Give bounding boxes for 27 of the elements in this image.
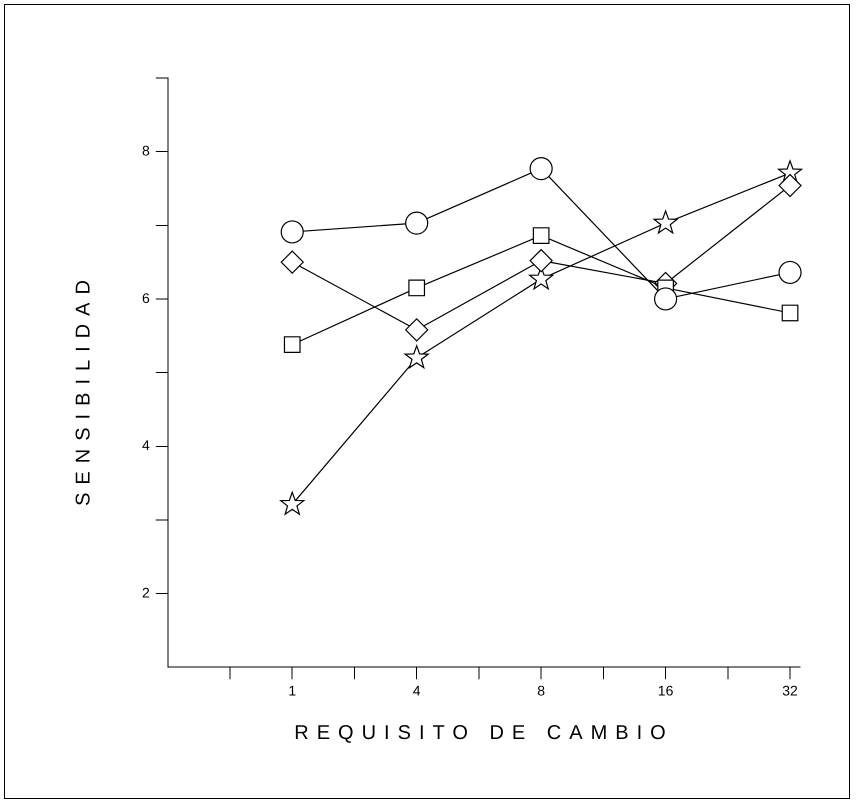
- point: [532, 227, 550, 244]
- y-tick-label: 8: [142, 142, 150, 159]
- x-tick-label: 32: [782, 682, 798, 698]
- point: [654, 287, 678, 311]
- y-axis-title: SENSIBILIDAD: [72, 272, 96, 506]
- point: [280, 250, 304, 274]
- point: [404, 345, 429, 368]
- x-tick-label: 16: [658, 682, 674, 698]
- point: [280, 220, 304, 244]
- x-tick-label: 4: [412, 682, 421, 698]
- point: [405, 318, 428, 342]
- point: [284, 336, 301, 353]
- point: [405, 211, 428, 235]
- point: [782, 304, 798, 322]
- y-tick-label: 2: [142, 584, 150, 600]
- point: [530, 249, 553, 272]
- point: [408, 280, 426, 296]
- point: [778, 260, 802, 284]
- x-axis-title: REQUISITO DE CAMBIO: [293, 722, 675, 745]
- point: [778, 174, 802, 198]
- point: [280, 492, 304, 515]
- y-tick-label: 6: [142, 290, 150, 306]
- x-tick-label: 8: [537, 682, 546, 698]
- y-tick-label: 4: [142, 437, 150, 454]
- point: [653, 210, 678, 234]
- point: [530, 156, 553, 180]
- x-tick-label: 1: [288, 682, 296, 698]
